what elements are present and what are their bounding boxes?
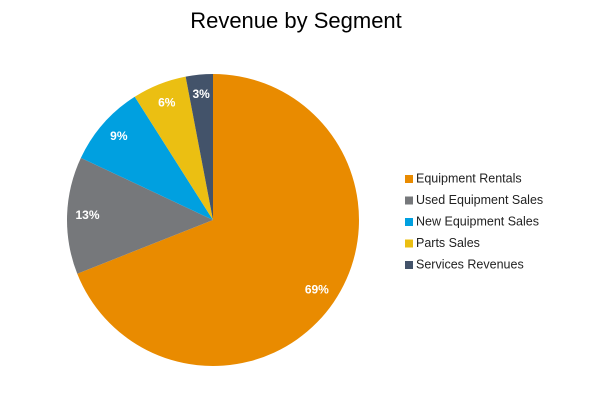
legend-swatch	[405, 261, 413, 269]
legend-swatch	[405, 175, 413, 183]
pie-slice	[185, 74, 213, 220]
legend-swatch	[405, 239, 413, 248]
chart-title: Revenue by Segment	[190, 8, 402, 33]
data-label: 6%	[158, 95, 176, 109]
pie-slice	[67, 157, 213, 274]
legend-label: Parts Sales	[416, 236, 480, 250]
legend-label: Services Revenues	[416, 257, 524, 271]
data-label: 13%	[75, 208, 99, 222]
legend-label: Used Equipment Sales	[416, 193, 543, 207]
legend-swatch	[405, 196, 413, 205]
data-label: 3%	[193, 87, 211, 101]
data-label: 69%	[305, 283, 329, 297]
pie-slice	[80, 96, 213, 220]
pie-slice	[77, 74, 360, 366]
legend-swatch	[405, 218, 413, 226]
legend-label: Equipment Rentals	[416, 171, 522, 185]
pie-slice	[134, 76, 213, 220]
data-label: 9%	[110, 129, 128, 143]
legend-label: New Equipment Sales	[416, 214, 539, 228]
